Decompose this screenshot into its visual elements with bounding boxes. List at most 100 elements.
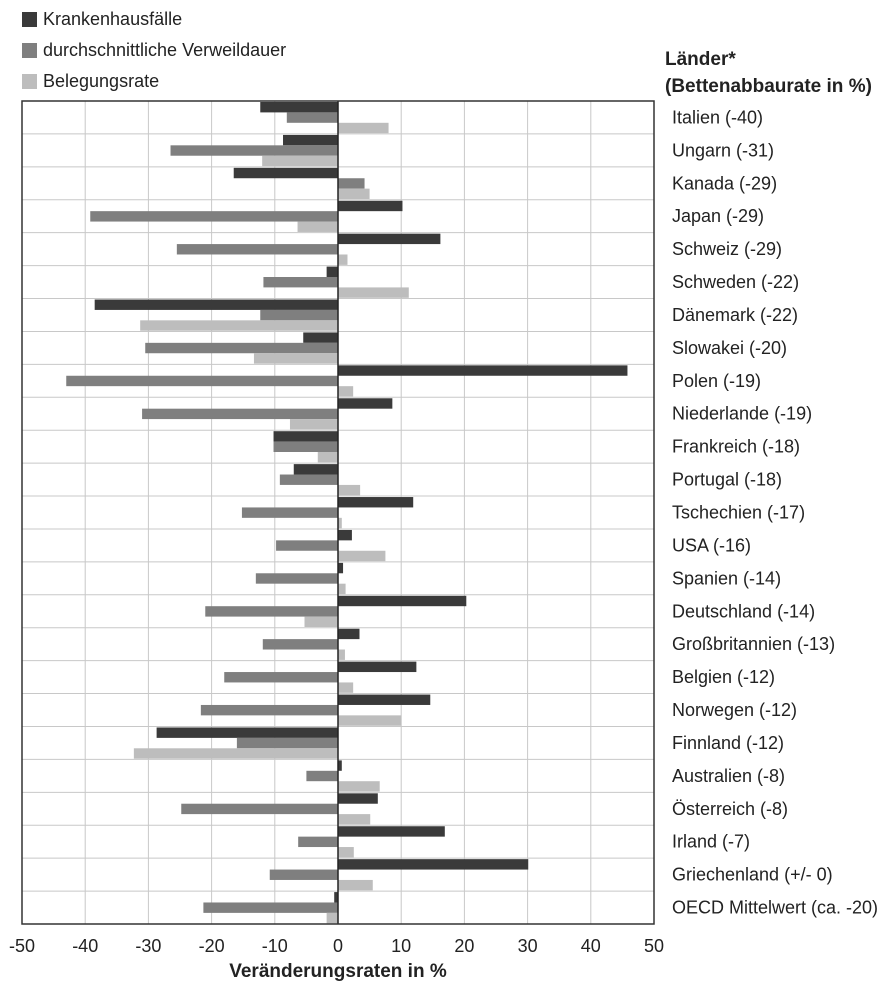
legend-label: Belegungsrate bbox=[43, 71, 160, 91]
category-label: Schweden (-22) bbox=[672, 272, 799, 292]
bar bbox=[317, 452, 338, 463]
tick-label: -20 bbox=[199, 936, 225, 956]
bar bbox=[255, 573, 338, 584]
countries-title-line1: Länder* bbox=[665, 49, 736, 70]
bar bbox=[338, 178, 365, 189]
bar bbox=[253, 353, 338, 364]
category-label: Irland (-7) bbox=[672, 832, 750, 852]
bar bbox=[176, 244, 338, 255]
legend-label: durchschnittliche Verweildauer bbox=[43, 40, 287, 60]
tick-label: -50 bbox=[9, 936, 35, 956]
bar bbox=[200, 704, 338, 716]
bar bbox=[262, 639, 338, 650]
bar bbox=[145, 342, 338, 354]
plot-frame bbox=[21, 100, 655, 925]
bar bbox=[94, 299, 339, 310]
category-label: Polen (-19) bbox=[672, 371, 761, 391]
legend-swatch bbox=[22, 12, 37, 27]
tick-label: 20 bbox=[454, 936, 474, 956]
bar bbox=[338, 595, 467, 607]
bar bbox=[338, 529, 352, 541]
tick-label: 10 bbox=[391, 936, 411, 956]
tick-label: -10 bbox=[262, 936, 288, 956]
countries-title-line2: (Bettenabbaurate in %) bbox=[665, 76, 872, 97]
tick-label: 50 bbox=[644, 936, 664, 956]
bar bbox=[338, 859, 529, 870]
bar bbox=[338, 760, 342, 771]
tick-label: -30 bbox=[135, 936, 161, 956]
category-label: Australien (-8) bbox=[672, 766, 785, 786]
category-label: USA (-16) bbox=[672, 535, 751, 555]
tick-label: -40 bbox=[72, 936, 98, 956]
bar bbox=[338, 879, 373, 891]
bar bbox=[338, 233, 441, 245]
bar bbox=[279, 474, 338, 485]
bar bbox=[262, 155, 338, 167]
bar bbox=[306, 770, 338, 782]
bar bbox=[334, 892, 338, 903]
bar bbox=[338, 254, 348, 265]
x-axis-title: Veränderungsraten in % bbox=[229, 961, 447, 982]
bar bbox=[142, 408, 338, 420]
bar bbox=[233, 167, 338, 179]
bar bbox=[338, 628, 360, 640]
bar bbox=[338, 497, 414, 508]
bar bbox=[338, 814, 371, 825]
bar bbox=[303, 332, 338, 343]
bar bbox=[338, 715, 402, 726]
legend-label: Krankenhausfälle bbox=[43, 9, 183, 29]
bar bbox=[286, 112, 338, 123]
bar bbox=[289, 419, 338, 430]
legend-swatch bbox=[22, 74, 37, 89]
bar bbox=[326, 912, 338, 924]
bar bbox=[181, 803, 338, 815]
bar bbox=[338, 826, 445, 837]
category-label: Finnland (-12) bbox=[672, 733, 784, 753]
bar bbox=[338, 398, 393, 409]
bar bbox=[66, 375, 339, 387]
category-label: Norwegen (-12) bbox=[672, 700, 797, 720]
bar bbox=[260, 309, 338, 321]
category-label: Dänemark (-22) bbox=[672, 305, 798, 325]
bar bbox=[133, 748, 338, 759]
category-label: Österreich (-8) bbox=[672, 799, 788, 819]
category-label: Japan (-29) bbox=[672, 206, 764, 226]
category-label: Spanien (-14) bbox=[672, 568, 781, 588]
bar bbox=[304, 616, 338, 627]
category-label: Großbritannien (-13) bbox=[672, 634, 835, 654]
bar bbox=[273, 431, 338, 442]
bar bbox=[338, 781, 380, 792]
category-label: Deutschland (-14) bbox=[672, 601, 815, 621]
bar bbox=[260, 102, 338, 113]
bar bbox=[338, 200, 403, 212]
bar bbox=[283, 134, 338, 146]
category-label: OECD Mittelwert (ca. -20) bbox=[672, 898, 878, 918]
bar bbox=[338, 661, 417, 673]
bar bbox=[338, 694, 431, 705]
bar bbox=[140, 320, 338, 331]
bar bbox=[338, 550, 386, 562]
bar bbox=[338, 386, 354, 397]
bar bbox=[90, 211, 338, 222]
bar bbox=[241, 507, 338, 518]
legend-item-belegungsrate: Belegungsrate bbox=[22, 66, 286, 97]
bar bbox=[338, 793, 378, 804]
category-label: Frankreich (-18) bbox=[672, 437, 800, 457]
bar bbox=[269, 869, 338, 880]
bar bbox=[338, 365, 628, 376]
category-label: Ungarn (-31) bbox=[672, 140, 774, 160]
tick-label: 30 bbox=[518, 936, 538, 956]
bar bbox=[224, 672, 338, 683]
category-label: Griechenland (+/- 0) bbox=[672, 865, 833, 885]
legend-item-krankenhausfaelle: Krankenhausfälle bbox=[22, 4, 286, 35]
bar bbox=[273, 441, 338, 452]
bar bbox=[203, 902, 338, 913]
category-label: Portugal (-18) bbox=[672, 470, 782, 490]
bar bbox=[298, 836, 338, 848]
legend-swatch bbox=[22, 43, 37, 58]
tick-label: 0 bbox=[333, 936, 343, 956]
bar bbox=[236, 737, 338, 749]
category-label: Schweiz (-29) bbox=[672, 239, 782, 259]
bar bbox=[170, 145, 338, 156]
